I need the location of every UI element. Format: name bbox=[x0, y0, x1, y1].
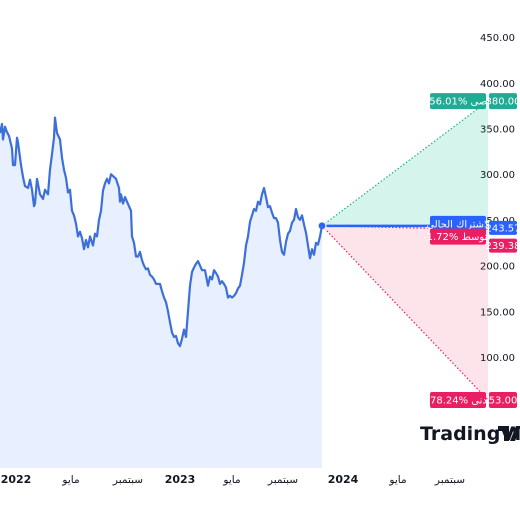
current-price-label-box bbox=[489, 220, 517, 235]
avg-price-label-text: 239.38 bbox=[486, 241, 520, 252]
max-price-label-text: 380.00 bbox=[486, 97, 520, 108]
x-tick-year-label: 2023 bbox=[165, 473, 196, 486]
avg-price-label-box bbox=[489, 238, 517, 253]
forecast-min-line bbox=[321, 225, 489, 401]
avg-change-label-text: -1.72% متوسط bbox=[423, 232, 493, 243]
price-series bbox=[0, 116, 324, 348]
min-change-label-box bbox=[430, 391, 486, 408]
y-tick-label: 400.00 bbox=[480, 79, 515, 90]
x-tick-label: سبتمبر bbox=[112, 474, 143, 486]
y-tick-label: 450.00 bbox=[480, 33, 515, 44]
y-tick-label: 100.00 bbox=[480, 353, 515, 364]
max-price-label-box bbox=[489, 93, 517, 110]
price-line bbox=[0, 116, 324, 348]
min-price-label-box bbox=[489, 391, 517, 408]
y-tick-label: 350.00 bbox=[480, 125, 515, 136]
price-area bbox=[0, 117, 322, 468]
x-tick-label: سبتمبر bbox=[434, 474, 465, 486]
y-tick-label: 150.00 bbox=[480, 307, 515, 318]
y-tick-label: 300.00 bbox=[480, 170, 515, 181]
forecast-cone bbox=[317, 100, 489, 401]
max-change-label-text: +56.01% أقصى bbox=[421, 95, 495, 108]
x-tick-label: مايو bbox=[61, 474, 79, 486]
tv-logo-icon bbox=[498, 426, 520, 441]
min-price-label-text: 53.00 bbox=[489, 395, 518, 406]
x-axis: 2022 مايو سبتمبر 2023 مايو سبتمبر 2024 مايو سبتم… bbox=[1, 473, 465, 486]
avg-change-label-box bbox=[430, 228, 486, 245]
x-tick-year-label: 2024 bbox=[328, 473, 359, 486]
logo-text: TradingView bbox=[420, 423, 520, 445]
x-tick-label: مايو bbox=[388, 474, 406, 486]
x-tick-label: مايو bbox=[222, 474, 240, 486]
x-tick-year-label: 2022 bbox=[1, 473, 32, 486]
x-tick-label: سبتمبر bbox=[267, 474, 298, 486]
current-label-text: لاشتراك الحالي bbox=[426, 219, 490, 230]
y-tick-label: 200.00 bbox=[480, 262, 515, 273]
price-area-fill bbox=[0, 117, 322, 468]
current-price-label-text: 243.57 bbox=[486, 223, 520, 234]
tradingview-logo: TradingView bbox=[420, 423, 520, 445]
forecast-up-area bbox=[322, 101, 488, 226]
min-change-label-text: -78.24% أدنى bbox=[426, 393, 489, 406]
max-change-label-box bbox=[430, 93, 486, 110]
current-label-box bbox=[430, 215, 486, 232]
